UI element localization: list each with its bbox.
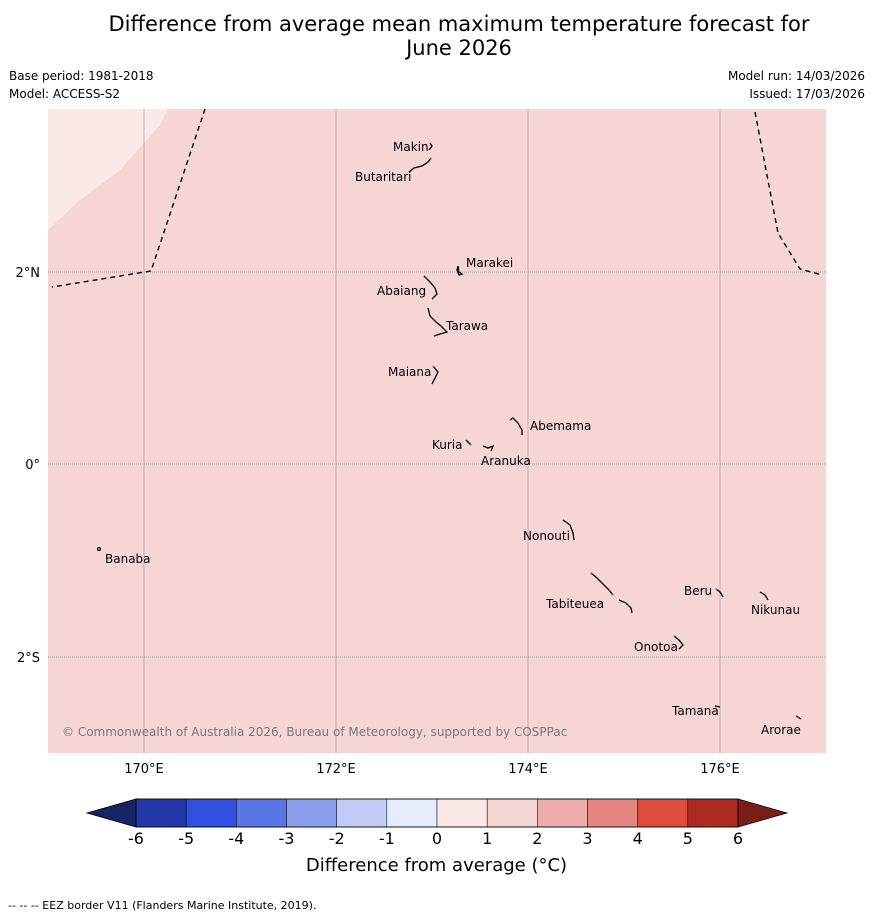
issued-date: Issued: 17/03/2026	[749, 87, 865, 101]
island-label-abaiang: Abaiang	[377, 284, 426, 298]
title-line-2: June 2026	[406, 36, 512, 60]
island-shape-banaba	[96, 546, 102, 552]
island-label-butaritari: Butaritari	[355, 170, 412, 184]
island-shape-maiana	[431, 365, 439, 385]
colorbar-segment	[637, 798, 689, 828]
island-shape-marakei	[456, 265, 464, 276]
island-shape-tamana	[714, 705, 721, 708]
colorbar-segment	[286, 798, 337, 828]
eez-borders	[51, 108, 823, 288]
lon-tick-label: 174°E	[508, 762, 548, 777]
island-label-tabiteuea: Tabiteuea	[545, 597, 604, 611]
island-outlines	[96, 142, 802, 720]
anomaly-field	[48, 109, 826, 753]
colorbar-over-arrow	[737, 798, 789, 828]
model-run: Model run: 14/03/2026	[727, 69, 865, 83]
base-period: Base period: 1981-2018	[9, 69, 154, 83]
island-label-tarawa: Tarawa	[445, 319, 488, 333]
colorbar-frame	[135, 798, 739, 828]
lon-tick-labels: 170°E 172°E 174°E 176°E	[124, 762, 740, 777]
island-shape-nonouti	[562, 519, 575, 541]
eez-footnote: -- -- -- EEZ border V11 (Flanders Marine…	[8, 899, 317, 912]
lat-tick-label: 2°N	[16, 266, 41, 281]
colorbar-segment	[236, 798, 287, 828]
title-line-1: Difference from average mean maximum tem…	[108, 12, 810, 36]
colorbar-segment	[185, 798, 237, 828]
island-shape-makin	[428, 142, 433, 151]
colorbar-ticks: -6 -5 -4 -3 -2 -1 0 1 2 3 4 5 6	[128, 829, 743, 848]
island-label-maiana: Maiana	[388, 365, 431, 379]
colorbar-segment	[687, 798, 739, 828]
meta-right: Model run: 14/03/2026 Issued: 17/03/2026	[728, 67, 865, 103]
island-shape-arorae	[795, 715, 802, 720]
island-shape-tabiteuea-north	[590, 572, 614, 596]
island-shape-abemama	[509, 417, 523, 435]
island-shape-aranuka	[482, 444, 495, 452]
lat-tick-label: 0°	[25, 458, 40, 473]
colorbar-segment	[436, 798, 488, 828]
island-label-onotoa: Onotoa	[634, 640, 678, 654]
lon-tick-label: 172°E	[316, 762, 356, 777]
island-label-nikunau: Nikunau	[751, 603, 800, 617]
colorbar-segment	[336, 798, 388, 828]
colorbar-segment	[135, 798, 187, 828]
colorbar-tick-label: 5	[683, 829, 693, 848]
lon-tick-label: 170°E	[124, 762, 164, 777]
island-label-beru: Beru	[684, 584, 712, 598]
chart-title: Difference from average mean maximum tem…	[0, 12, 873, 60]
colorbar-tick-label: 2	[532, 829, 542, 848]
colorbar-tick-label: 3	[582, 829, 592, 848]
colorbar-segment	[587, 798, 638, 828]
colorbar-tick-label: -5	[178, 829, 194, 848]
island-labels: Makin Butaritari Marakei Abaiang Tarawa …	[105, 140, 801, 737]
island-label-kuria: Kuria	[432, 438, 463, 452]
colorbar-tick-label: -2	[329, 829, 345, 848]
colorbar-tick-label: -3	[279, 829, 295, 848]
colorbar-segment	[486, 798, 538, 828]
colorbar-tick-label: 0	[432, 829, 442, 848]
meta-left: Base period: 1981-2018 Model: ACCESS-S2	[9, 67, 154, 103]
colorbar-segments	[135, 798, 739, 828]
model-name: Model: ACCESS-S2	[9, 87, 121, 101]
island-label-banaba: Banaba	[105, 552, 151, 566]
colorbar-segment	[537, 798, 588, 828]
copyright-notice: © Commonwealth of Australia 2026, Bureau…	[62, 725, 567, 739]
island-shape-tabiteuea-south	[618, 599, 633, 614]
island-shape-abaiang	[423, 275, 438, 300]
colorbar-tick-label: 1	[482, 829, 492, 848]
island-label-tamana: Tamana	[671, 704, 719, 718]
colorbar-tick-label: -4	[228, 829, 244, 848]
colorbar-tick-label: 6	[733, 829, 743, 848]
map-panel: Makin Butaritari Marakei Abaiang Tarawa …	[48, 108, 826, 753]
island-shape-butaritari	[408, 157, 432, 173]
anomaly-field-0-1	[48, 109, 168, 230]
lat-tick-labels: 2°N 0° 2°S	[16, 266, 41, 666]
island-label-makin: Makin	[393, 140, 429, 154]
gridlines	[143, 109, 721, 753]
island-shape-kuria	[465, 439, 472, 446]
colorbar-title: Difference from average (°C)	[305, 855, 568, 876]
lat-tick-label: 2°S	[17, 651, 40, 666]
island-label-marakei: Marakei	[466, 256, 513, 270]
gridlines-lat	[48, 271, 826, 658]
eez-border-west	[51, 108, 206, 288]
colorbar-under-arrow	[85, 798, 137, 828]
island-shape-onotoa	[673, 635, 684, 650]
colorbar-tick-label: -1	[379, 829, 395, 848]
colorbar-tick-label: 4	[633, 829, 643, 848]
lon-tick-label: 176°E	[700, 762, 740, 777]
island-label-nonouti: Nonouti	[523, 529, 570, 543]
island-shape-beru	[715, 588, 724, 598]
island-label-arorae: Arorae	[761, 723, 801, 737]
island-label-abemama: Abemama	[530, 419, 591, 433]
island-shape-tarawa	[427, 307, 449, 337]
colorbar-tick-label: -6	[128, 829, 144, 848]
colorbar: -6 -5 -4 -3 -2 -1 0 1 2 3 4 5 6	[85, 798, 789, 848]
colorbar-segment	[386, 798, 438, 828]
island-label-aranuka: Aranuka	[481, 454, 531, 468]
island-shape-nikunau	[759, 591, 769, 601]
eez-border-east	[754, 111, 823, 276]
